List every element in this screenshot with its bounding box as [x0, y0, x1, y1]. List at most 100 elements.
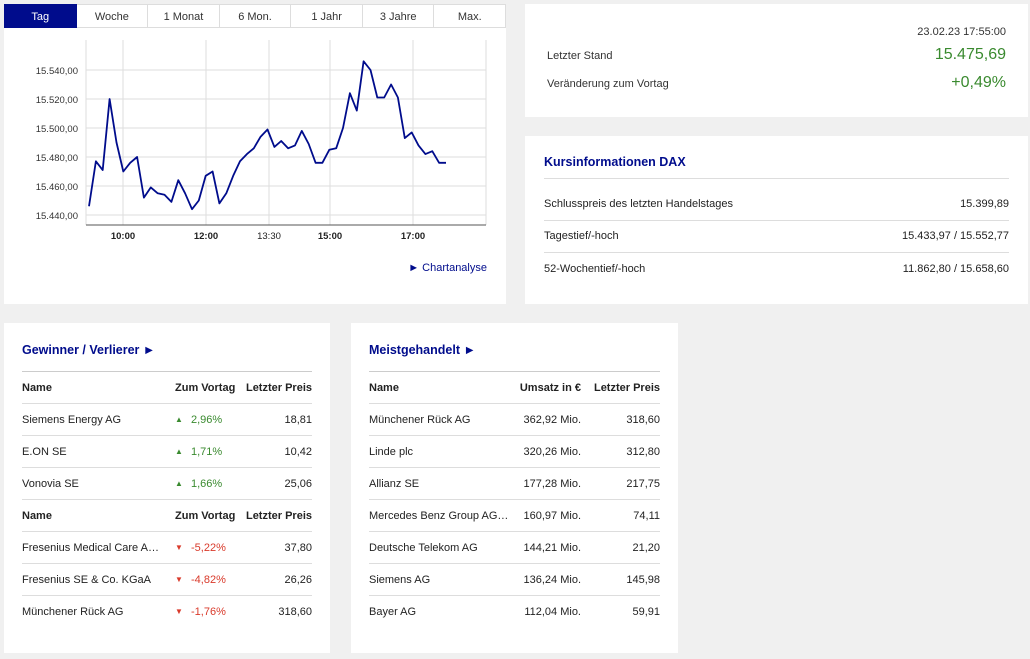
column-header-name: Name — [22, 510, 52, 522]
column-header-price: Letzter Preis — [245, 382, 312, 394]
table-row[interactable]: Münchener Rück AG 362,92 Mio. 318,60 — [369, 403, 660, 435]
volume-value: 177,28 Mio. — [523, 478, 581, 490]
last-price: 318,60 — [278, 606, 312, 618]
table-row[interactable]: Münchener Rück AG ▼ -1,76% 318,60 — [22, 595, 312, 627]
y-tick-label: 15.460,00 — [36, 182, 78, 193]
last-price-value: 15.475,69 — [934, 46, 1006, 63]
triangle-up-icon: ▲ — [175, 415, 183, 424]
last-price: 25,06 — [284, 478, 312, 490]
stock-name: Fresenius SE & Co. KGaA — [22, 574, 151, 586]
tab-1-jahr[interactable]: 1 Jahr — [291, 4, 363, 28]
y-tick-label: 15.540,00 — [36, 66, 78, 77]
tab-6-mon[interactable]: 6 Mon. — [219, 4, 292, 28]
change-value: 2,96% — [191, 414, 223, 426]
column-header-name: Name — [22, 382, 52, 394]
last-price: 74,11 — [633, 510, 660, 522]
y-tick-label: 15.440,00 — [36, 211, 78, 222]
volume-value: 320,26 Mio. — [523, 446, 581, 458]
gainers-losers-table: Name Zum Vortag Letzter Preis Siemens Energ… — [22, 371, 312, 627]
table-row[interactable]: Vonovia SE ▲ 1,66% 25,06 — [22, 467, 312, 499]
table-row[interactable]: E.ON SE ▲ 1,71% 10,42 — [22, 435, 312, 467]
divider — [544, 220, 1009, 221]
quote-timestamp: 23.02.23 17:55:00 — [917, 26, 1006, 38]
stock-name: Mercedes Benz Group AG… — [369, 510, 509, 522]
change-value: -4,82% — [191, 574, 226, 586]
chart-panel: Tag Woche 1 Monat 6 Mon. 1 Jahr 3 Jahre Max. 1… — [4, 4, 507, 304]
table-row[interactable]: Linde plc 320,26 Mio. 312,80 — [369, 435, 660, 467]
divider — [544, 252, 1009, 253]
stock-name: Linde plc — [369, 446, 414, 458]
price-line — [88, 60, 446, 211]
info-row-day-range: Tagestief/-hoch 15.433,97 / 15.552,77 — [544, 230, 1009, 246]
stock-name: Fresenius Medical Care A… — [22, 542, 159, 554]
column-header-change: Zum Vortag — [175, 510, 236, 522]
x-tick-label: 17:00 — [401, 231, 425, 242]
triangle-down-icon: ▼ — [175, 575, 183, 584]
table-row[interactable]: Siemens Energy AG ▲ 2,96% 18,81 — [22, 403, 312, 435]
stock-name: Allianz SE — [369, 478, 420, 490]
volume-value: 362,92 Mio. — [523, 414, 581, 426]
tab-max[interactable]: Max. — [434, 4, 507, 28]
info-label: 52-Wochentief/-hoch — [544, 263, 646, 275]
y-tick-label: 15.500,00 — [36, 124, 78, 135]
triangle-down-icon: ▼ — [175, 607, 183, 616]
y-tick-label: 15.480,00 — [36, 153, 78, 164]
chartanalyse-link[interactable]: ► Chartanalyse — [408, 262, 487, 274]
most-traded-title[interactable]: Meistgehandelt ► — [369, 343, 476, 357]
table-row[interactable]: Allianz SE 177,28 Mio. 217,75 — [369, 467, 660, 499]
stock-name: Siemens Energy AG — [22, 414, 122, 426]
change-value: -5,22% — [191, 542, 226, 554]
column-header-price: Letzter Preis — [593, 382, 660, 394]
last-price-label: Letzter Stand — [547, 50, 613, 62]
table-row[interactable]: Siemens AG 136,24 Mio. 145,98 — [369, 563, 660, 595]
last-price: 10,42 — [284, 446, 312, 458]
volume-value: 136,24 Mio. — [523, 574, 581, 586]
price-info-panel: Kursinformationen DAX Schlusspreis des l… — [525, 136, 1028, 304]
info-label: Tagestief/-hoch — [544, 230, 619, 242]
last-price: 318,60 — [626, 414, 660, 426]
gainers-losers-title[interactable]: Gewinner / Verlierer ► — [22, 343, 156, 357]
volume-value: 160,97 Mio. — [523, 510, 581, 522]
change-value: 1,66% — [191, 478, 223, 490]
last-price: 18,81 — [284, 414, 312, 426]
info-value: 15.433,97 / 15.552,77 — [901, 230, 1009, 242]
tab-1-monat[interactable]: 1 Monat — [148, 4, 220, 28]
volume-value: 112,04 Mio. — [524, 606, 581, 618]
gainers-losers-panel: Gewinner / Verlierer ► Name Zum Vortag Let… — [4, 323, 330, 653]
y-tick-label: 15.520,00 — [36, 95, 78, 106]
info-label: Schlusspreis des letzten Handelstages — [544, 198, 733, 210]
x-tick-label: 10:00 — [111, 231, 135, 242]
tab-3-jahre[interactable]: 3 Jahre — [362, 4, 435, 28]
table-row[interactable]: Fresenius Medical Care A… ▼ -5,22% 37,80 — [22, 531, 312, 563]
table-row[interactable]: Mercedes Benz Group AG… 160,97 Mio. 74,11 — [369, 499, 660, 531]
info-row-52-week-range: 52-Wochentief/-hoch 11.862,80 / 15.658,6… — [544, 263, 1009, 279]
price-chart: 15.440,00 15.460,00 15.480,00 15.500,00 15.5… — [36, 40, 487, 242]
tab-tag[interactable]: Tag — [4, 4, 77, 28]
stock-name: Bayer AG — [369, 606, 417, 618]
table-row[interactable]: Deutsche Telekom AG 144,21 Mio. 21,20 — [369, 531, 660, 563]
last-price: 59,91 — [632, 606, 660, 618]
column-header-volume: Umsatz in € — [519, 382, 581, 394]
x-tick-label: 12:00 — [194, 231, 218, 242]
last-price: 312,80 — [626, 446, 660, 458]
column-header-name: Name — [369, 382, 399, 394]
change-value: +0,49% — [951, 74, 1006, 91]
most-traded-panel: Meistgehandelt ► Name Umsatz in € Letzter … — [351, 323, 678, 653]
triangle-up-icon: ▲ — [175, 479, 183, 488]
stock-name: Vonovia SE — [22, 478, 79, 490]
change-label: Veränderung zum Vortag — [547, 78, 669, 90]
stock-name: Deutsche Telekom AG — [369, 542, 478, 554]
table-header-row: Name Zum Vortag Letzter Preis — [22, 371, 312, 403]
price-info-title: Kursinformationen DAX — [544, 155, 686, 169]
last-price: 217,75 — [626, 478, 660, 490]
stock-name: Münchener Rück AG — [22, 606, 124, 618]
volume-value: 144,21 Mio. — [523, 542, 581, 554]
last-price: 21,20 — [632, 542, 660, 554]
info-row-close: Schlusspreis des letzten Handelstages 15… — [544, 198, 1009, 214]
column-header-change: Zum Vortag — [175, 382, 236, 394]
table-row[interactable]: Fresenius SE & Co. KGaA ▼ -4,82% 26,26 — [22, 563, 312, 595]
quote-panel: 23.02.23 17:55:00 Letzter Stand 15.475,6… — [525, 4, 1028, 117]
table-row[interactable]: Bayer AG 112,04 Mio. 59,91 — [369, 595, 660, 627]
tab-woche[interactable]: Woche — [76, 4, 149, 28]
change-value: 1,71% — [191, 446, 223, 458]
